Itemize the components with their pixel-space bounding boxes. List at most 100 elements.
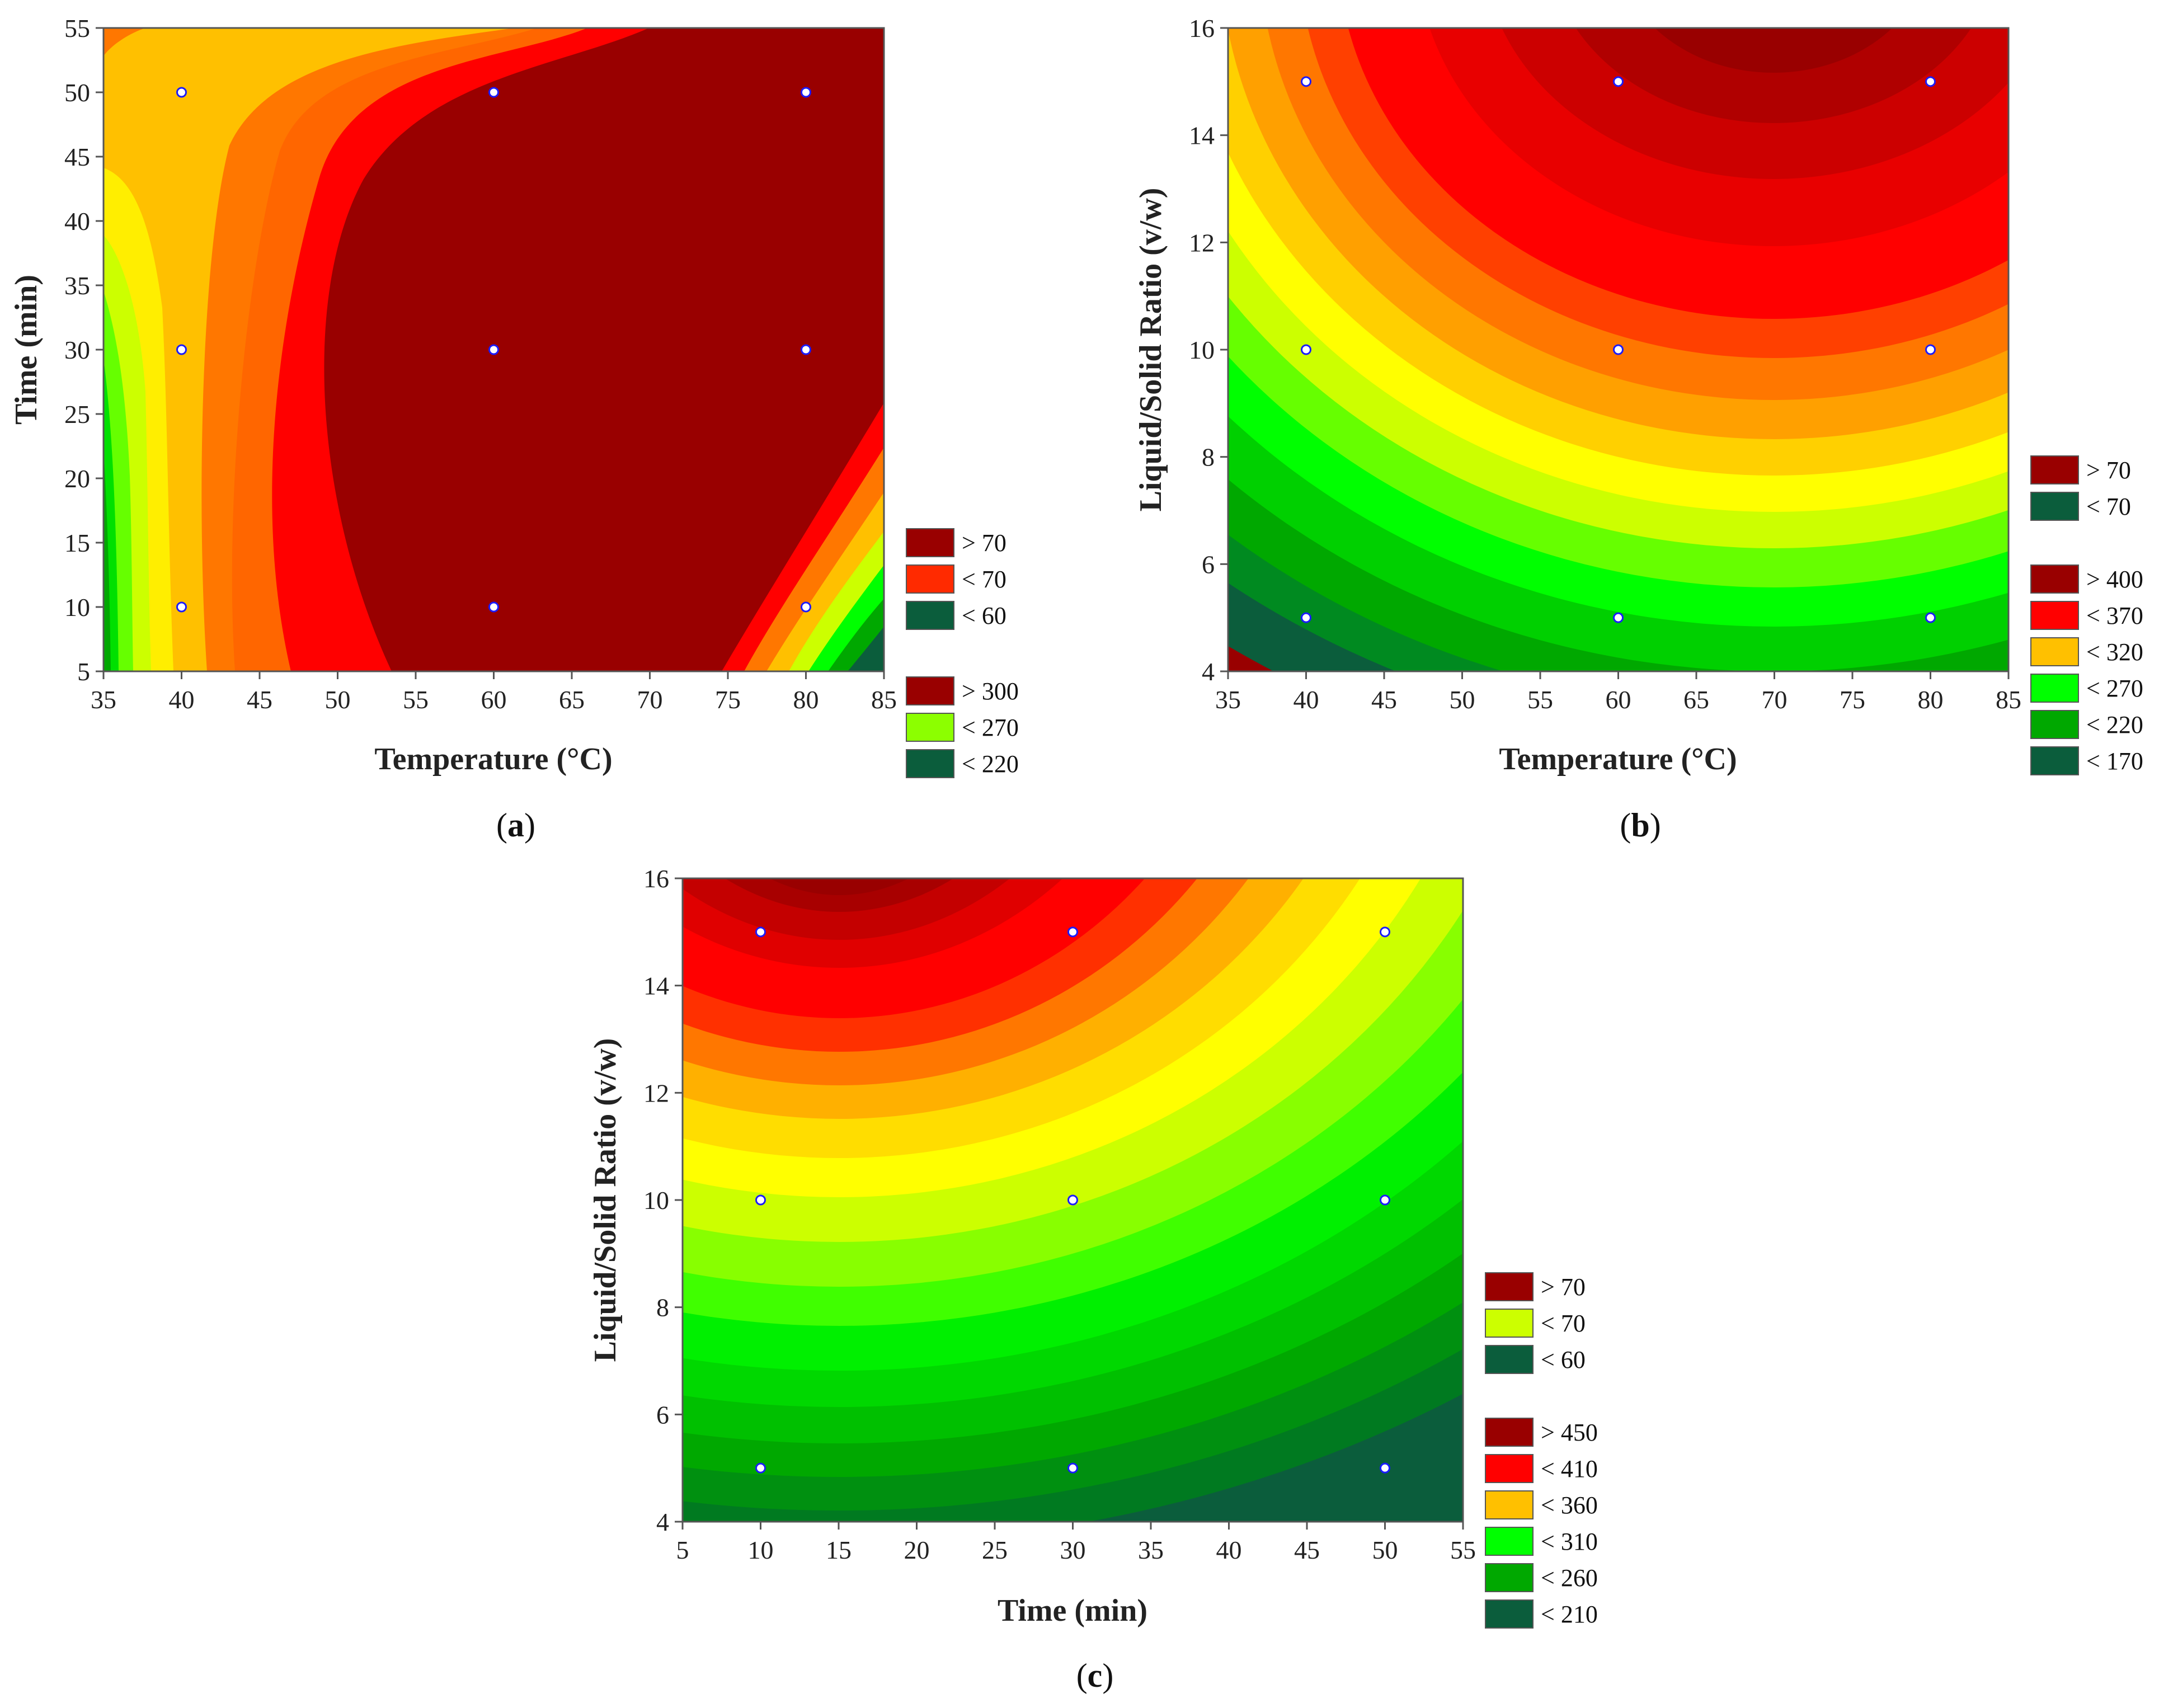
design-point (488, 344, 499, 355)
legend-label: < 370 (2086, 602, 2143, 629)
legend-swatch (1485, 1490, 1534, 1519)
y-tick-label: 6 (656, 1400, 669, 1429)
x-tick-label: 70 (1762, 685, 1788, 714)
x-tick-label: 45 (1371, 685, 1397, 714)
legend-swatch (1485, 1309, 1534, 1338)
legend-label: < 310 (1541, 1528, 1598, 1555)
y-tick-label: 4 (1202, 657, 1215, 686)
legend-swatch (1485, 1563, 1534, 1592)
y-tick-label: 25 (64, 400, 90, 429)
y-tick-label: 12 (1189, 228, 1215, 257)
panel-a-caption: (a) (496, 807, 535, 844)
legend-label: < 60 (962, 602, 1006, 629)
svg-text:(a): (a) (496, 807, 535, 844)
legend-swatch (906, 749, 954, 778)
design-point (755, 1462, 766, 1474)
y-tick-label: 5 (77, 657, 90, 686)
x-tick-label: 35 (1215, 685, 1241, 714)
panel-a-x-ticks: 35 40 45 50 55 60 65 70 75 80 85 (91, 671, 897, 714)
design-point (1380, 1462, 1390, 1474)
legend-label: > 450 (1541, 1419, 1598, 1446)
legend-swatch (1485, 1272, 1534, 1301)
x-tick-label: 30 (1060, 1536, 1086, 1564)
design-point (1613, 344, 1624, 355)
design-point (176, 601, 187, 613)
legend-swatch (1485, 1599, 1534, 1629)
x-tick-label: 35 (91, 685, 116, 714)
x-tick-label: 45 (1294, 1536, 1320, 1564)
y-tick-label: 55 (64, 14, 90, 43)
panel-b-x-ticks: 35 40 45 50 55 60 65 70 75 80 85 (1215, 671, 2021, 714)
x-tick-label: 65 (1683, 685, 1709, 714)
x-tick-label: 60 (481, 685, 507, 714)
panel-a-contour-fill (104, 28, 884, 671)
panel-b: 35 40 45 50 55 60 65 70 75 80 85 4 6 8 10 12 14 16 Tempe… (1133, 14, 2143, 844)
x-tick-label: 80 (1918, 685, 1944, 714)
x-tick-label: 45 (247, 685, 272, 714)
design-point (801, 601, 811, 613)
legend-label: < 70 (1541, 1310, 1586, 1337)
y-tick-label: 12 (643, 1079, 669, 1107)
panel-b-contour-fill (1228, 28, 2009, 671)
legend-swatch (906, 528, 954, 557)
design-point (1067, 1194, 1078, 1206)
y-tick-label: 8 (656, 1293, 669, 1322)
design-point (1925, 344, 1936, 355)
design-point (1301, 76, 1311, 87)
design-point (1067, 926, 1078, 938)
x-tick-label: 70 (637, 685, 663, 714)
design-point (1380, 1194, 1390, 1206)
legend-label: < 410 (1541, 1455, 1598, 1483)
panel-c-caption: (c) (1076, 1657, 1114, 1694)
design-point (1380, 926, 1390, 938)
y-tick-label: 4 (656, 1508, 669, 1536)
panel-c-x-axis-title: Time (min) (998, 1593, 1147, 1628)
design-point (1067, 1462, 1078, 1474)
design-point (1301, 344, 1311, 355)
legend-swatch (2030, 746, 2079, 775)
legend-label: < 270 (2086, 675, 2143, 702)
legend-label: > 300 (962, 677, 1019, 705)
y-tick-label: 6 (1202, 550, 1215, 578)
panel-c-y-ticks: 4 6 8 10 12 14 16 (643, 864, 683, 1536)
x-tick-label: 50 (1450, 685, 1475, 714)
legend-swatch (1485, 1345, 1534, 1374)
design-point (1301, 612, 1311, 623)
panel-a-y-axis-title: Time (min) (9, 275, 44, 425)
svg-text:(c): (c) (1076, 1657, 1114, 1694)
x-tick-label: 55 (1450, 1536, 1476, 1564)
y-tick-label: 40 (64, 207, 90, 236)
legend-swatch (2030, 601, 2079, 630)
legend-swatch (906, 601, 954, 630)
legend-label: < 70 (2086, 493, 2131, 520)
y-tick-label: 20 (64, 464, 90, 493)
legend-swatch (1485, 1454, 1534, 1483)
legend-label: < 60 (1541, 1346, 1586, 1373)
y-tick-label: 30 (64, 336, 90, 364)
panel-b-x-axis-title: Temperature (°C) (1499, 742, 1737, 777)
panel-b-design-points (1301, 76, 1936, 623)
panel-c-label: c (1088, 1657, 1103, 1694)
y-tick-label: 10 (643, 1186, 669, 1215)
design-point (488, 601, 499, 613)
legend-swatch (1485, 1527, 1534, 1556)
x-tick-label: 25 (982, 1536, 1008, 1564)
legend-label: < 270 (962, 714, 1019, 741)
legend-swatch (2030, 564, 2079, 594)
x-tick-label: 40 (1216, 1536, 1242, 1564)
legend-swatch (906, 676, 954, 705)
legend-swatch (906, 713, 954, 742)
x-tick-label: 50 (1372, 1536, 1398, 1564)
design-point (801, 87, 811, 98)
panel-a-legend: > 70 < 70 < 60 > 300 < 270 < 220 (906, 528, 1019, 778)
panel-c-design-points (755, 926, 1390, 1474)
x-tick-label: 55 (1527, 685, 1553, 714)
legend-label: < 220 (2086, 711, 2143, 738)
legend-label: > 400 (2086, 566, 2143, 593)
legend-label: < 210 (1541, 1601, 1598, 1628)
panel-b-y-ticks: 4 6 8 10 12 14 16 (1189, 14, 1228, 686)
x-tick-label: 10 (748, 1536, 774, 1564)
panel-c-x-ticks: 5 10 15 20 25 30 35 40 45 50 55 (676, 1522, 1476, 1564)
legend-swatch (2030, 637, 2079, 666)
x-tick-label: 40 (169, 685, 195, 714)
